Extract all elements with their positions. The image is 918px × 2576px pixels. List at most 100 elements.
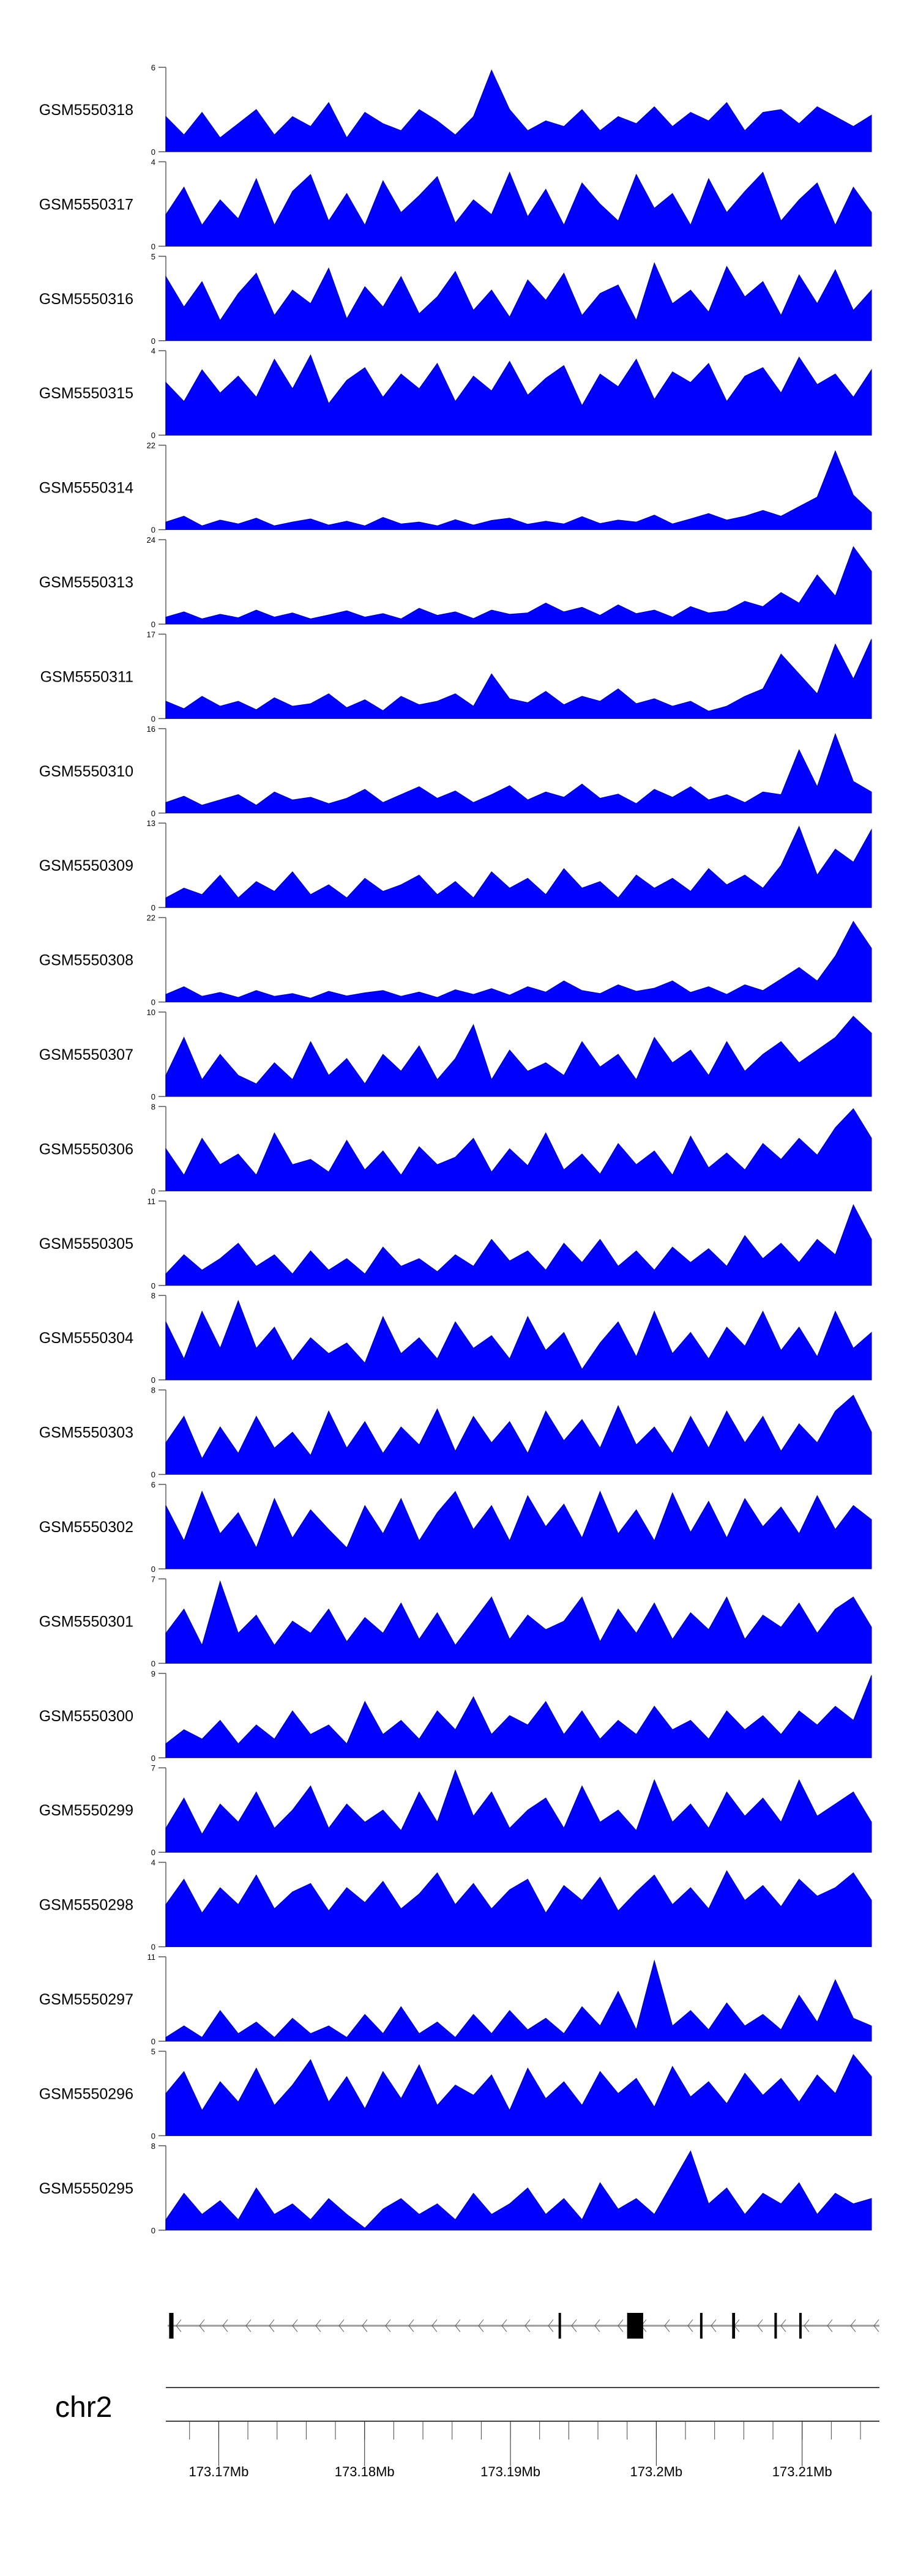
track-label: GSM5550298 [39,1897,133,1914]
track-GSM5550317: GSM5550317 4 0 [39,157,872,251]
coverage-area [165,171,872,247]
track-GSM5550318: GSM5550318 6 0 [39,63,872,157]
y-axis-zero-label: 0 [151,526,155,535]
track-GSM5550316: GSM5550316 5 0 [39,252,872,346]
track-label: GSM5550317 [39,196,133,213]
coverage-area [165,1959,872,2042]
track-GSM5550304: GSM5550304 8 0 [39,1291,872,1385]
coverage-area [165,546,872,625]
track-GSM5550314: GSM5550314 22 0 [39,441,872,535]
y-axis-max-label: 8 [151,1386,155,1395]
y-axis-zero-label: 0 [151,431,155,440]
y-axis-zero-label: 0 [151,1092,155,1101]
y-axis-max-label: 13 [147,819,155,828]
coverage-area [165,1769,872,1853]
track-GSM5550303: GSM5550303 8 0 [39,1386,872,1480]
data-tracks: GSM555031860GSM555031740GSM555031650GSM5… [39,63,872,2235]
y-axis-zero-label: 0 [151,2131,155,2140]
strand-arrow-icon [687,2319,693,2332]
coverage-area [165,1016,872,1097]
track-label: GSM5550297 [39,1991,133,2008]
track-GSM5550296: GSM5550296 5 0 [39,2047,872,2140]
coverage-area [165,1491,872,1569]
y-axis-max-label: 5 [151,252,155,261]
track-label: GSM5550295 [39,2180,133,2197]
y-axis-zero-label: 0 [151,337,155,346]
strand-arrow-icon [455,2319,461,2332]
exon [774,2313,777,2339]
strand-arrow-icon [385,2319,391,2332]
track-label: GSM5550315 [39,385,133,402]
track-label: GSM5550307 [39,1046,133,1063]
coverage-area [165,1675,872,1759]
coverage-area [165,262,872,341]
y-axis-max-label: 11 [147,1197,156,1206]
exon [627,2313,643,2339]
coverage-area [165,354,872,436]
strand-arrow-icon [269,2319,275,2332]
coverage-area [165,450,872,530]
y-axis-zero-label: 0 [151,1281,155,1290]
track-GSM5550306: GSM5550306 8 0 [39,1102,872,1196]
track-label: GSM5550316 [39,291,133,308]
y-axis-max-label: 10 [147,1008,155,1017]
y-axis-max-label: 4 [151,1858,155,1867]
track-label: GSM5550306 [39,1141,133,1158]
x-tick-label: 173.18Mb [335,2464,395,2479]
strand-arrow-icon [501,2319,507,2332]
track-GSM5550313: GSM5550313 24 0 [39,535,872,629]
strand-arrow-icon [292,2319,298,2332]
track-label: GSM5550314 [39,480,133,497]
strand-arrow-icon [664,2319,670,2332]
coverage-area [165,69,872,152]
y-axis-zero-label: 0 [151,1186,155,1196]
strand-arrow-icon [315,2319,321,2332]
track-GSM5550310: GSM5550310 16 0 [39,724,872,818]
y-axis-zero-label: 0 [151,714,155,723]
strand-arrow-icon [850,2319,856,2332]
y-axis-zero-label: 0 [151,2226,155,2235]
coverage-area [165,1108,872,1191]
track-GSM5550300: GSM5550300 9 0 [39,1669,872,1763]
coverage-area [165,2150,872,2231]
coverage-area [165,732,872,814]
exon [700,2313,703,2339]
strand-arrow-icon [873,2319,879,2332]
y-axis-max-label: 6 [151,1480,155,1489]
track-label: GSM5550311 [40,668,133,685]
y-axis-max-label: 9 [151,1669,155,1678]
track-label: GSM5550300 [39,1708,133,1725]
strand-arrow-icon [176,2319,182,2332]
gene-model-track [168,2313,879,2339]
track-GSM5550305: GSM5550305 11 0 [39,1197,872,1290]
coverage-area [165,920,872,1003]
track-GSM5550315: GSM5550315 4 0 [39,346,872,440]
strand-arrow-icon [757,2319,763,2332]
strand-arrow-icon [711,2319,717,2332]
y-axis-zero-label: 0 [151,1848,155,1857]
track-label: GSM5550318 [39,102,133,119]
y-axis-zero-label: 0 [151,998,155,1007]
strand-arrow-icon [245,2319,252,2332]
y-axis-zero-label: 0 [151,1659,155,1668]
y-axis-max-label: 8 [151,1291,155,1300]
y-axis-max-label: 5 [151,2047,155,2056]
coverage-area [165,1300,872,1380]
y-axis-zero-label: 0 [151,903,155,912]
track-label: GSM5550308 [39,952,133,969]
track-GSM5550308: GSM5550308 22 0 [39,914,872,1007]
y-axis-zero-label: 0 [151,2037,155,2046]
track-label: GSM5550301 [39,1613,133,1630]
strand-arrow-icon [362,2319,368,2332]
track-label: GSM5550309 [39,857,133,874]
strand-arrow-icon [524,2319,531,2332]
coverage-area [165,1204,872,1286]
strand-arrow-icon [594,2319,600,2332]
y-axis-max-label: 16 [147,724,155,734]
x-tick-label: 173.2Mb [630,2464,683,2479]
track-label: GSM5550296 [39,2085,133,2102]
x-tick-label: 173.19Mb [480,2464,540,2479]
x-tick-label: 173.17Mb [188,2464,248,2479]
y-axis-max-label: 7 [151,1574,155,1584]
exon [732,2313,736,2339]
